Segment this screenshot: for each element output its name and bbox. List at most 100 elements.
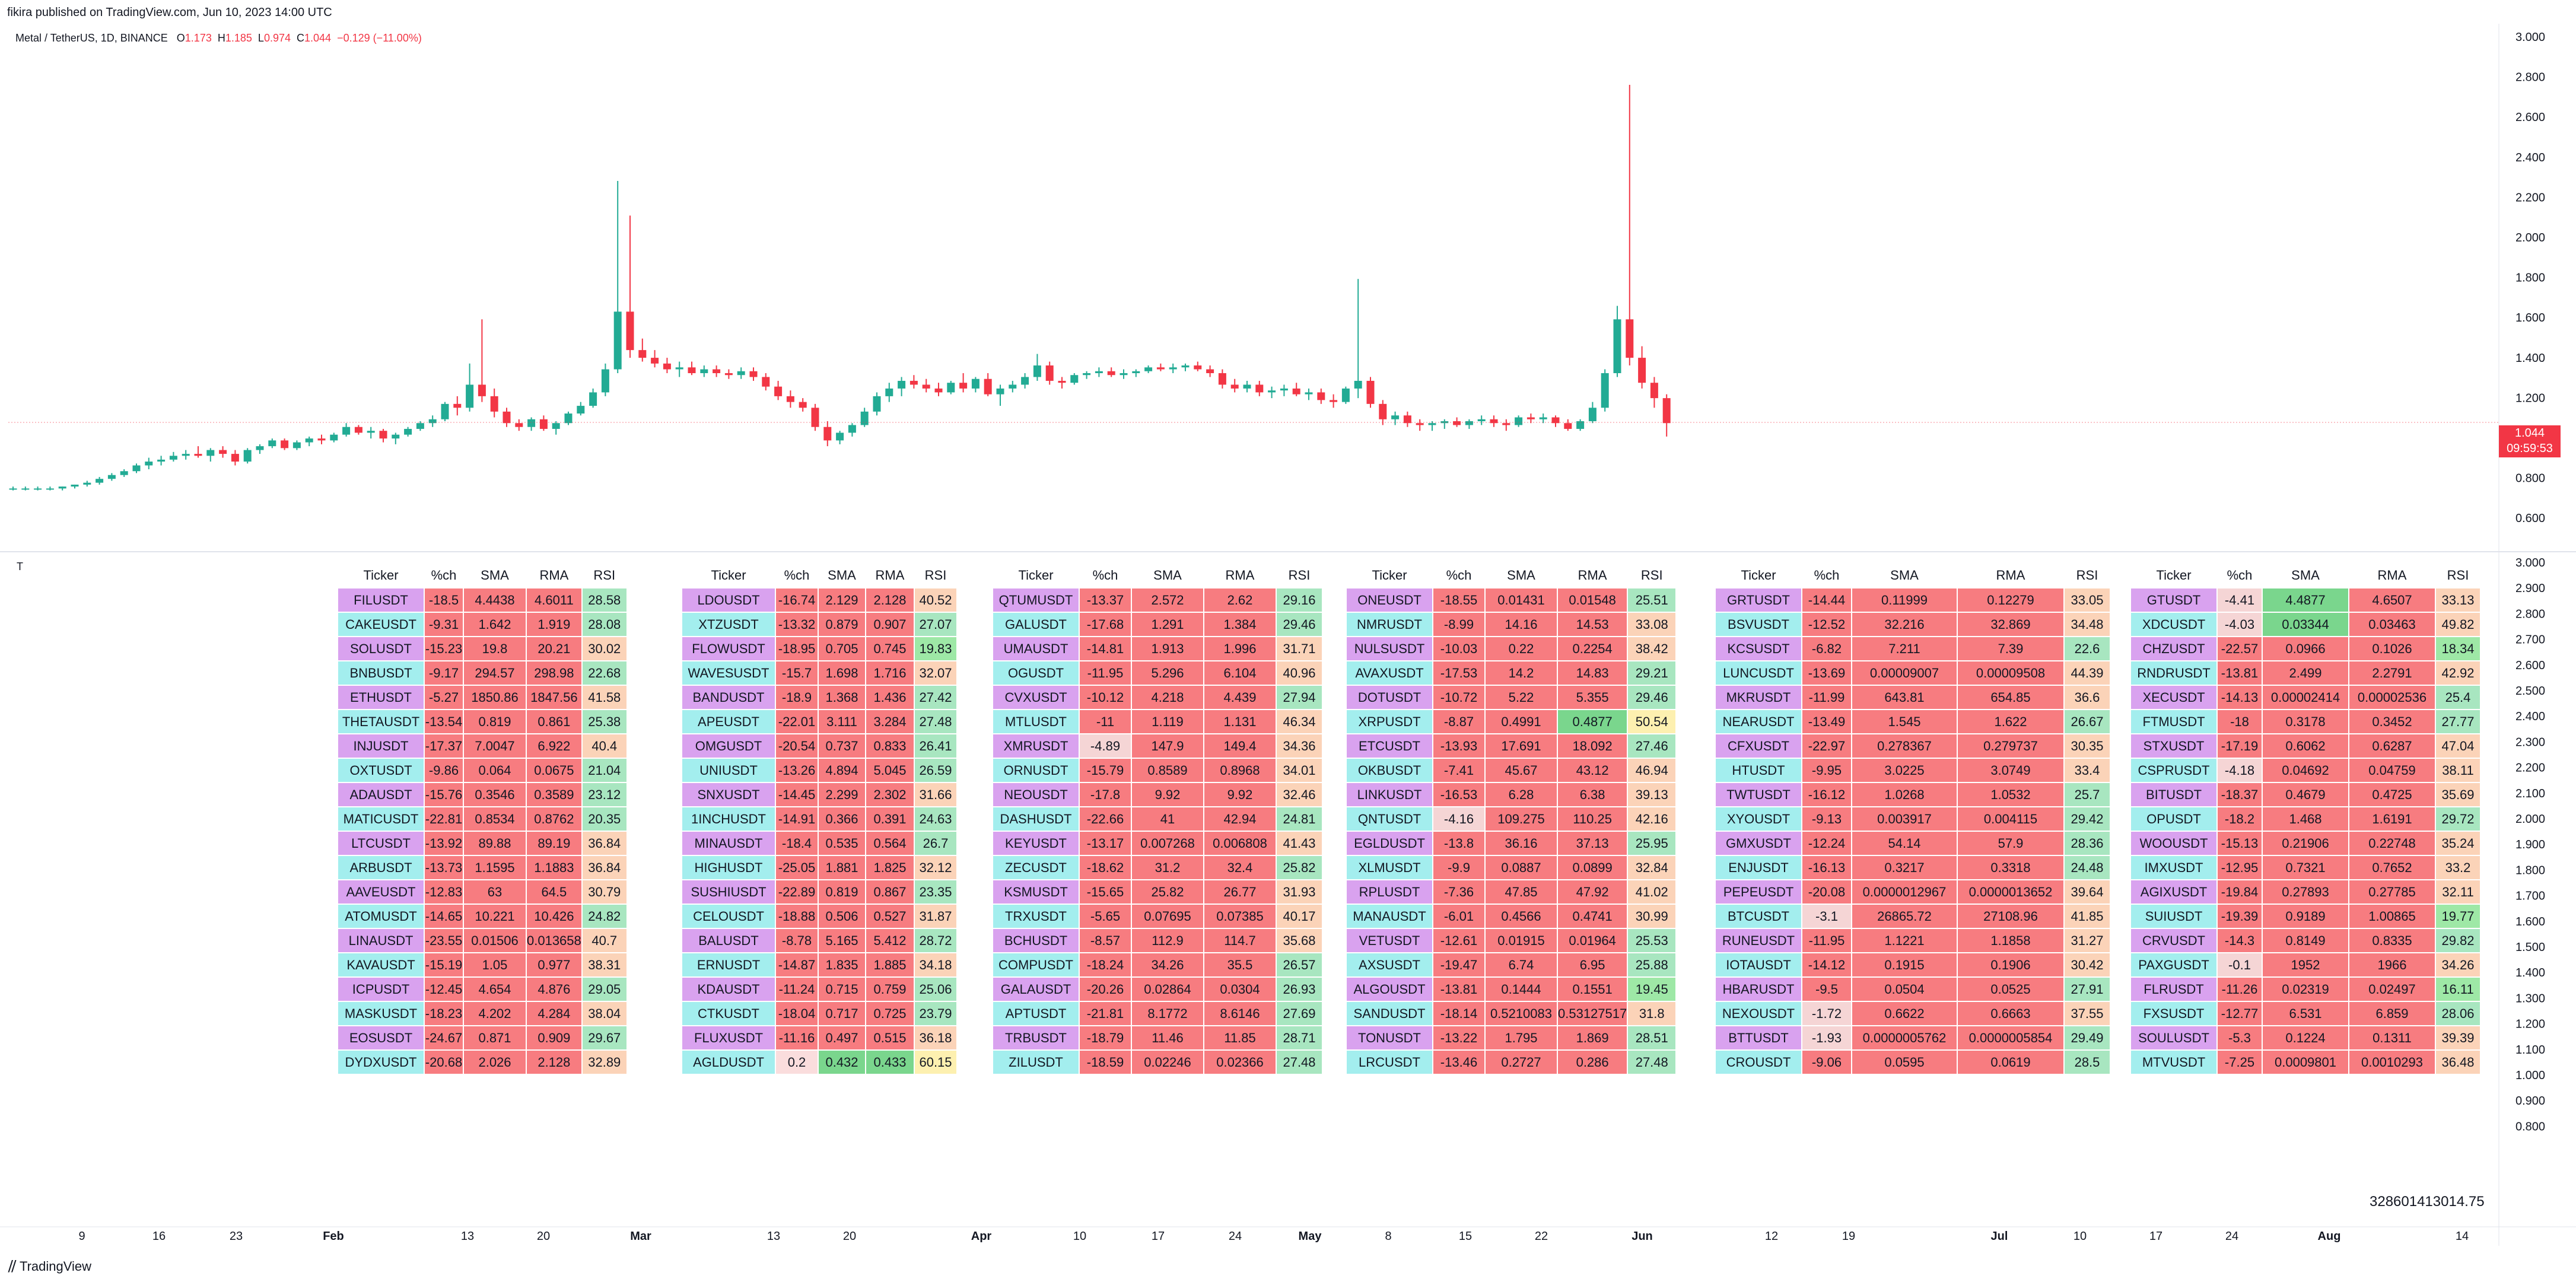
change-cell: -17.53 (1432, 660, 1486, 686)
candle-body (1268, 390, 1276, 393)
price-axis-label: 1.800 (2515, 272, 2545, 285)
rsi-cell: 32.07 (914, 660, 958, 686)
change-cell: -13.37 (1079, 587, 1132, 613)
sma-cell: 1.913 (1131, 636, 1204, 661)
close-value: 1.044 (304, 32, 332, 44)
rsi-cell: 25.4 (2435, 685, 2481, 710)
table-row: DASHUSDT -22.66 41 42.94 24.81 (992, 806, 1323, 832)
rsi-cell: 29.82 (2435, 928, 2481, 953)
rsi-cell: 22.6 (2063, 636, 2111, 661)
change-cell: -6.82 (1801, 636, 1852, 661)
sma-cell: 26865.72 (1851, 904, 1958, 929)
sma-cell: 0.02864 (1131, 976, 1204, 1002)
candle-body (688, 367, 696, 373)
change-cell: -4.41 (2216, 587, 2263, 613)
tradingview-logo-icon[interactable]: ⧸⧸ (8, 1259, 16, 1274)
ticker-cell: EOSUSDT (337, 1025, 425, 1051)
change-cell: -15.19 (424, 952, 464, 978)
rsi-cell: 29.05 (581, 976, 628, 1002)
ticker-cell: BANDUSDT (681, 685, 776, 710)
sma-cell: 1.1595 (463, 855, 527, 880)
sma-cell: 0.432 (818, 1049, 866, 1075)
sma-cell: 0.8149 (2262, 928, 2349, 953)
rsi-cell: 29.16 (1276, 587, 1323, 613)
table-row: CVXUSDT -10.12 4.218 4.439 27.94 (992, 685, 1323, 710)
ticker-cell: LTCUSDT (337, 831, 425, 856)
ticker-cell: LINKUSDT (1346, 782, 1433, 807)
rsi-cell: 30.02 (581, 636, 628, 661)
rma-cell: 37.13 (1556, 831, 1629, 856)
rsi-cell: 31.8 (1627, 1001, 1677, 1026)
candle-body (811, 408, 819, 427)
rma-cell: 9.92 (1203, 782, 1277, 807)
sma-cell: 0.02246 (1131, 1049, 1204, 1075)
sma-cell: 0.0504 (1851, 976, 1958, 1002)
candle-body (848, 425, 856, 433)
table-row: TONUSDT -13.22 1.795 1.869 28.51 (1346, 1025, 1677, 1051)
change-cell: -9.31 (424, 612, 464, 637)
table-row: ENJUSDT -16.13 0.3217 0.3318 24.48 (1715, 855, 2111, 880)
change-cell: -11.26 (2216, 976, 2263, 1002)
rma-cell: 18.092 (1556, 733, 1629, 759)
footer-brand[interactable]: TradingView (19, 1259, 92, 1274)
lower-axis-label: 0.800 (2515, 1120, 2545, 1133)
change-cell: -14.91 (775, 806, 819, 832)
ticker-cell: DOTUSDT (1346, 685, 1433, 710)
rma-cell: 0.564 (865, 831, 915, 856)
rma-cell: 0.1311 (2348, 1025, 2436, 1051)
rma-cell: 0.3589 (526, 782, 583, 807)
rsi-cell: 38.31 (581, 952, 628, 978)
rma-cell: 5.355 (1556, 685, 1629, 710)
rsi-cell: 25.88 (1627, 952, 1677, 978)
price-axis-label: 1.600 (2515, 311, 2545, 325)
candle-body (737, 371, 745, 376)
sma-cell: 0.278367 (1851, 733, 1958, 759)
change-cell: -8.99 (1432, 612, 1486, 637)
change-cell: -18.55 (1432, 587, 1486, 613)
rsi-cell: 33.08 (1627, 612, 1677, 637)
rma-cell: 0.867 (865, 879, 915, 905)
column-header: RMA (866, 564, 914, 588)
ticker-cell: NEXOUSDT (1715, 1001, 1802, 1026)
candle-body (478, 384, 486, 396)
indicator-value: 328601413014.75 (2370, 1194, 2485, 1210)
rma-cell: 0.0000013652 (1957, 879, 2065, 905)
candle-body (1243, 384, 1251, 389)
rma-cell: 0.759 (865, 976, 915, 1002)
ticker-cell: AGLDUSDT (681, 1049, 776, 1075)
sma-cell: 1.795 (1484, 1025, 1558, 1051)
sma-cell: 34.26 (1131, 952, 1204, 978)
time-axis-label: 9 (78, 1230, 85, 1243)
table-row: BSVUSDT -12.52 32.216 32.869 34.48 (1715, 612, 2111, 637)
candle-body (206, 450, 215, 456)
sma-cell: 1850.86 (463, 685, 527, 710)
column-header: RMA (1204, 564, 1276, 588)
lower-axis-label: 1.900 (2515, 838, 2545, 851)
ticker-cell: BITUSDT (2130, 782, 2218, 807)
change-cell: -20.26 (1079, 976, 1132, 1002)
rma-cell: 4.6011 (526, 587, 583, 613)
change-cell: -18.23 (424, 1001, 464, 1026)
sma-cell: 0.3217 (1851, 855, 1958, 880)
ticker-cell: OXTUSDT (337, 758, 425, 783)
ticker-cell: SOLUSDT (337, 636, 425, 661)
ticker-cell: MKRUSDT (1715, 685, 1802, 710)
ticker-cell: TWTUSDT (1715, 782, 1802, 807)
candle-body (1588, 408, 1597, 421)
rsi-cell: 27.94 (1276, 685, 1323, 710)
change-cell: -22.66 (1079, 806, 1132, 832)
candle-body (243, 450, 252, 462)
table-row: GALAUSDT -20.26 0.02864 0.0304 26.93 (992, 976, 1323, 1002)
symbol-title[interactable]: Metal / TetherUS, 1D, BINANCE (15, 32, 168, 44)
candle-body (1416, 423, 1424, 425)
candle-body (527, 419, 536, 427)
rma-cell: 0.6663 (1957, 1001, 2065, 1026)
table-row: OGUSDT -11.95 5.296 6.104 40.96 (992, 660, 1323, 686)
candle-body (1218, 373, 1226, 385)
time-axis-label: 24 (1229, 1230, 1242, 1243)
sma-cell: 0.003917 (1851, 806, 1958, 832)
rma-cell: 0.12279 (1957, 587, 2065, 613)
change-cell: -14.3 (2216, 928, 2263, 953)
ticker-cell: LRCUSDT (1346, 1049, 1433, 1075)
